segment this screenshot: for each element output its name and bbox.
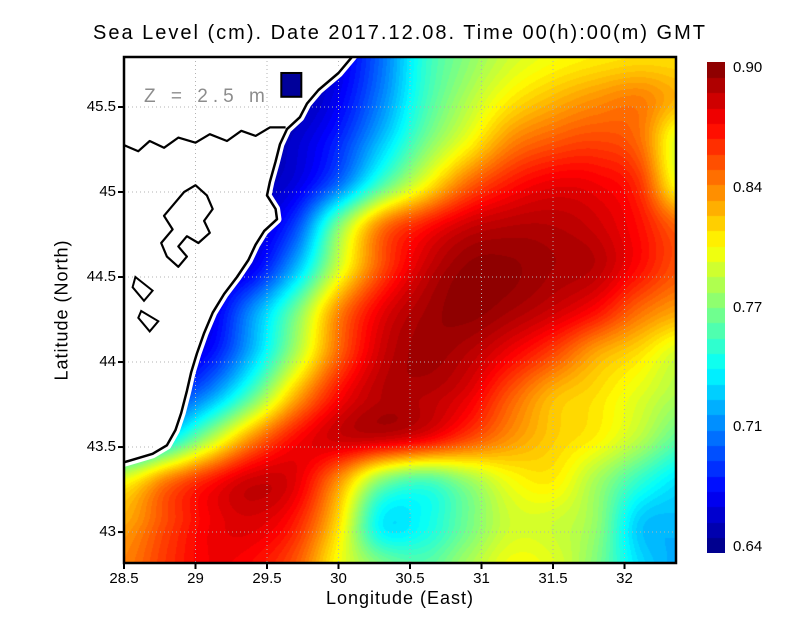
heatmap-canvas xyxy=(124,57,676,563)
colorbar-tick-label: 0.71 xyxy=(733,418,763,436)
x-axis-label: Longitude (East) xyxy=(325,588,475,608)
x-tick-label: 30.5 xyxy=(395,570,425,587)
x-tick-label: 31 xyxy=(473,570,490,587)
colorbar-tick-label: 0.90 xyxy=(733,59,763,76)
x-tick-label: 28.5 xyxy=(109,570,139,587)
x-tick-label: 32 xyxy=(616,570,633,587)
y-tick-label: 44.5 xyxy=(86,268,116,285)
depth-annotation: Z = 2.5 m xyxy=(144,86,270,107)
y-tick-label: 43 xyxy=(99,523,116,541)
colorbar-tick-label: 0.64 xyxy=(733,538,763,555)
y-tick-label: 45.5 xyxy=(86,97,116,115)
x-tick-label: 30 xyxy=(330,570,347,587)
y-tick-label: 45 xyxy=(99,183,116,200)
y-tick-label: 43.5 xyxy=(86,438,116,456)
y-tick-label: 44 xyxy=(99,353,116,371)
plot-title: Sea Level (cm). Date 2017.12.08. Time 00… xyxy=(93,22,707,44)
x-tick-label: 31.5 xyxy=(538,570,568,587)
colorbar-tick-label: 0.77 xyxy=(733,298,763,316)
colorbar xyxy=(707,62,725,553)
x-tick-label: 29.5 xyxy=(252,570,282,587)
colorbar-tick-label: 0.84 xyxy=(733,178,763,196)
x-tick-label: 29 xyxy=(187,570,204,587)
